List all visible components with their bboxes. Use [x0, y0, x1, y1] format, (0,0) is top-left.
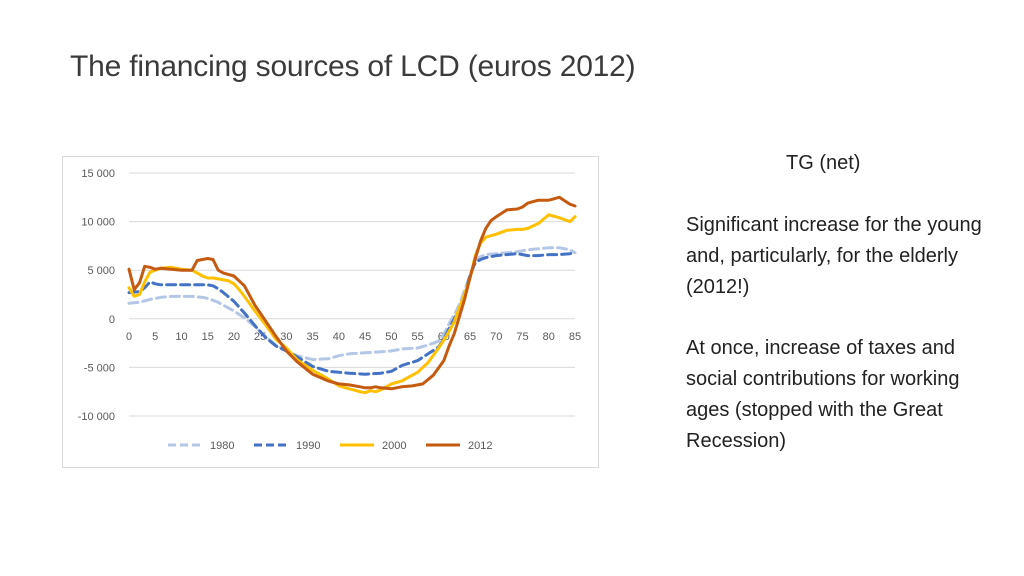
x-tick-label: 35 — [307, 331, 319, 343]
x-tick-label: 50 — [385, 331, 397, 343]
series-lines — [127, 195, 577, 395]
legend: 1980 1990 2000 2012 — [168, 440, 492, 452]
y-tick-label: -5 000 — [84, 362, 115, 374]
x-tick-label: 80 — [543, 331, 555, 343]
legend-label-1980: 1980 — [210, 440, 234, 452]
note-working-ages: At once, increase of taxes and social co… — [686, 337, 960, 452]
x-tick-label: 15 — [202, 331, 214, 343]
x-tick-label: 10 — [175, 331, 187, 343]
slide-title: The financing sources of LCD (euros 2012… — [70, 50, 636, 83]
y-tick-labels: 15 000 10 000 5 000 0 -5 000 -10 000 — [78, 168, 115, 423]
x-tick-label: 0 — [126, 331, 132, 343]
gridlines — [129, 172, 575, 417]
x-tick-label: 75 — [516, 331, 528, 343]
note-young-elderly: Significant increase for the young and, … — [686, 214, 982, 298]
x-tick-label: 65 — [464, 331, 476, 343]
series-line-2012 — [127, 195, 577, 391]
x-tick-label: 40 — [333, 331, 345, 343]
x-tick-label: 30 — [280, 331, 292, 343]
y-tick-label: 5 000 — [87, 265, 115, 277]
series-line-1990 — [127, 251, 577, 376]
series-line-1980 — [127, 246, 577, 362]
chart-canvas: 15 000 10 000 5 000 0 -5 000 -10 000 0 5 10 15 20… — [78, 168, 581, 452]
legend-label-1990: 1990 — [296, 440, 320, 452]
x-tick-label: 20 — [228, 331, 240, 343]
legend-label-2000: 2000 — [382, 440, 406, 452]
x-tick-label: 45 — [359, 331, 371, 343]
x-tick-label: 55 — [411, 331, 423, 343]
x-tick-label: 70 — [490, 331, 502, 343]
x-tick-labels: 0 5 10 15 20 25 30 35 40 45 50 55 60 65 70 75 80 85 — [126, 331, 581, 343]
line-chart: 15 000 10 000 5 000 0 -5 000 -10 000 0 5 10 15 20… — [62, 156, 599, 468]
y-tick-label: -10 000 — [78, 411, 115, 423]
series-line-2000 — [127, 213, 577, 395]
y-tick-label: 15 000 — [81, 168, 115, 180]
x-tick-label: 85 — [569, 331, 581, 343]
side-heading: TG (net) — [786, 152, 861, 174]
y-tick-label: 10 000 — [81, 217, 115, 229]
x-tick-label: 5 — [152, 331, 158, 343]
legend-label-2012: 2012 — [468, 440, 492, 452]
y-tick-label: 0 — [109, 314, 115, 326]
